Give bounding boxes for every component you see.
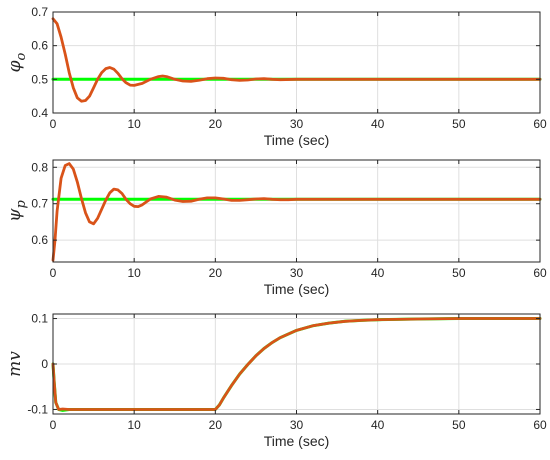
- x-tick-label: 30: [290, 266, 304, 280]
- y-tick-label: 0.8: [31, 160, 48, 174]
- y-axis-label: φo: [5, 52, 29, 72]
- x-tick-label: 30: [290, 418, 304, 432]
- x-tick-label: 50: [452, 117, 466, 131]
- x-tick-label: 50: [452, 418, 466, 432]
- y-axis-label: mv: [5, 351, 25, 377]
- y-tick-label: 0.7: [31, 5, 48, 19]
- x-tick-label: 0: [50, 266, 57, 280]
- x-tick-label: 40: [371, 117, 385, 131]
- x-tick-label: 30: [290, 117, 304, 131]
- x-tick-label: 20: [209, 266, 223, 280]
- y-tick-label: 0.5: [31, 72, 48, 86]
- x-tick-label: 50: [452, 266, 466, 280]
- x-tick-label: 20: [209, 117, 223, 131]
- series-line-orange: [51, 162, 542, 262]
- x-tick-label: 0: [50, 418, 57, 432]
- series-line-orange: [51, 17, 542, 103]
- x-tick-label: 20: [209, 418, 223, 432]
- x-tick-label: 10: [127, 117, 141, 131]
- y-tick-label: 0.6: [31, 233, 48, 247]
- y-tick-label: 0.4: [31, 106, 48, 120]
- plot-phi-o: 0 10 20 30 40 50 60 0.4 0.5 0.6 0.7 Time (sec) φo: [5, 5, 547, 148]
- plot-psi-p: 0 10 20 30 40 50 60 0.6 0.7 0.8 Time (sec) ψp: [5, 159, 547, 297]
- x-axis-label: Time (sec): [264, 132, 330, 148]
- y-tick-label: 0.6: [31, 39, 48, 53]
- y-tick-label: 0.1: [31, 312, 48, 326]
- x-tick-label: 10: [127, 266, 141, 280]
- y-tick-label: -0.1: [27, 402, 48, 416]
- y-tick-label: 0.7: [31, 197, 48, 211]
- x-axis-label: Time (sec): [264, 433, 330, 449]
- x-tick-label: 40: [371, 266, 385, 280]
- y-axis-label: ψp: [5, 199, 29, 221]
- x-tick-label: 60: [533, 266, 547, 280]
- series-line-orange: [51, 317, 542, 411]
- x-tick-label: 10: [127, 418, 141, 432]
- x-tick-label: 60: [533, 117, 547, 131]
- y-tick-label: 0: [41, 357, 48, 371]
- x-axis-label: Time (sec): [264, 281, 330, 297]
- x-tick-label: 60: [533, 418, 547, 432]
- x-tick-label: 40: [371, 418, 385, 432]
- x-tick-label: 0: [50, 117, 57, 131]
